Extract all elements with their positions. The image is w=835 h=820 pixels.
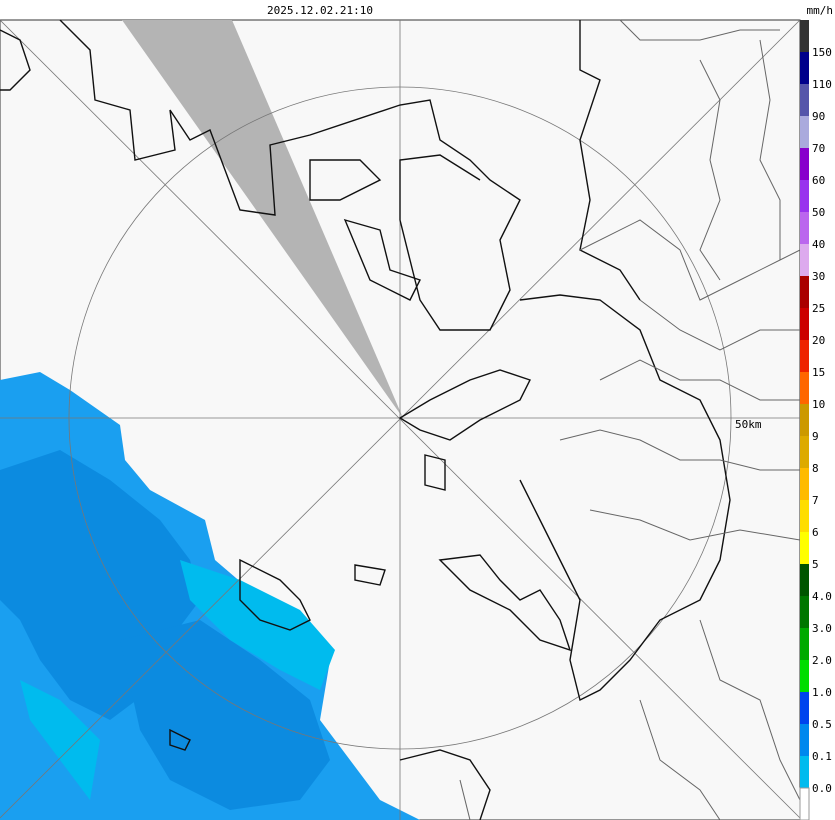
- legend-swatch: [800, 308, 809, 340]
- legend-label: 25: [812, 302, 825, 315]
- legend-swatch: [800, 756, 809, 788]
- legend-swatch: [800, 724, 809, 756]
- legend-label: 20: [812, 334, 825, 347]
- legend-swatch: [800, 180, 809, 212]
- legend-swatch: [800, 20, 809, 52]
- legend-label: 4.0: [812, 590, 832, 603]
- legend-swatch: [800, 500, 809, 532]
- legend-swatch: [800, 532, 809, 564]
- unit-label: mm/h: [807, 4, 834, 17]
- legend-label: 15: [812, 366, 825, 379]
- coastline: [0, 19, 731, 820]
- legend-label: 60: [812, 174, 825, 187]
- map: 50km: [0, 19, 801, 820]
- legend-label: 110: [812, 78, 832, 91]
- legend-swatch: [800, 52, 809, 84]
- rain-echo-light: [20, 560, 335, 800]
- legend-label: 7: [812, 494, 819, 507]
- legend-swatch: [800, 596, 809, 628]
- legend-label: 0.0: [812, 782, 832, 795]
- legend-label: 6: [812, 526, 819, 539]
- legend-label: 90: [812, 110, 825, 123]
- legend-label: 30: [812, 270, 825, 283]
- legend-label: 150: [812, 46, 832, 59]
- legend-label: 5: [812, 558, 819, 571]
- legend-label: 9: [812, 430, 819, 443]
- legend-swatch: [800, 212, 809, 244]
- timestamp: 2025.12.02.21:10: [267, 4, 373, 17]
- legend-label: 2.0: [812, 654, 832, 667]
- legend-swatch: [800, 148, 809, 180]
- legend-label: 8: [812, 462, 819, 475]
- legend-label: 0.1: [812, 750, 832, 763]
- legend-swatch: [800, 372, 809, 404]
- legend-swatch: [800, 404, 809, 436]
- legend-swatch: [799, 787, 810, 820]
- blocked-sector: [122, 20, 403, 418]
- legend-swatch: [800, 564, 809, 596]
- legend-label: 3.0: [812, 622, 832, 635]
- legend-swatch: [800, 692, 809, 724]
- legend-swatch: [800, 340, 809, 372]
- legend-swatch: [800, 660, 809, 692]
- legend-label: 0.5: [812, 718, 832, 731]
- legend-swatch: [800, 468, 809, 500]
- legend-label: 10: [812, 398, 825, 411]
- legend-swatch: [800, 436, 809, 468]
- legend-swatch: [800, 628, 809, 660]
- legend-swatch: [800, 276, 809, 308]
- legend: 150 110 90 70 60 50 40 30 25 20 15 10 9 8 7 6 5 4.0 3.0 2.0…: [799, 20, 832, 820]
- axis-line: [0, 19, 801, 819]
- admin-borders: [459, 19, 801, 820]
- legend-label: 50: [812, 206, 825, 219]
- legend-swatch: [800, 84, 809, 116]
- legend-swatch: [800, 116, 809, 148]
- legend-label: 40: [812, 238, 825, 251]
- legend-swatch: [800, 244, 809, 276]
- range-label: 50km: [735, 418, 762, 431]
- legend-label: 1.0: [812, 686, 832, 699]
- legend-label: 70: [812, 142, 825, 155]
